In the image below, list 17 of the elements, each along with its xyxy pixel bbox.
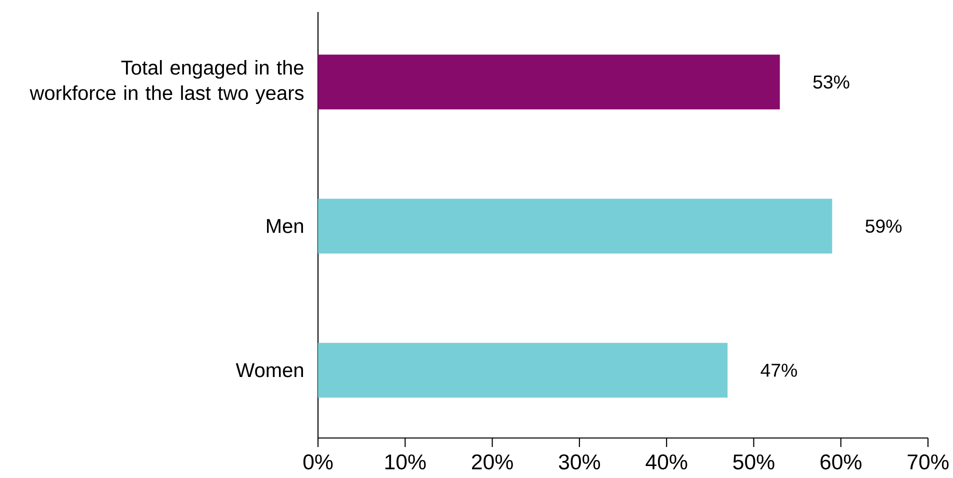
x-tick-label: 50% bbox=[733, 454, 774, 470]
x-tick-label: 30% bbox=[558, 454, 600, 470]
x-tick-label: 20% bbox=[472, 454, 513, 470]
x-tick-label: 0% bbox=[303, 454, 333, 470]
x-tick-label: 70% bbox=[908, 454, 949, 470]
data-label: 59% bbox=[866, 220, 902, 233]
bar bbox=[318, 198, 832, 254]
y-tick-label: Women bbox=[236, 363, 303, 378]
bar bbox=[318, 342, 728, 398]
y-tick-label: Men bbox=[267, 219, 303, 234]
y-tick-label: Total engaged in the workforce in the last two years bbox=[30, 60, 304, 104]
data-label: 53% bbox=[813, 75, 850, 89]
x-tick-label: 60% bbox=[820, 454, 862, 470]
x-tick-label: 40% bbox=[646, 454, 688, 470]
x-tick-label: 10% bbox=[385, 454, 426, 470]
data-label: 47% bbox=[760, 364, 797, 377]
bar bbox=[318, 54, 780, 110]
